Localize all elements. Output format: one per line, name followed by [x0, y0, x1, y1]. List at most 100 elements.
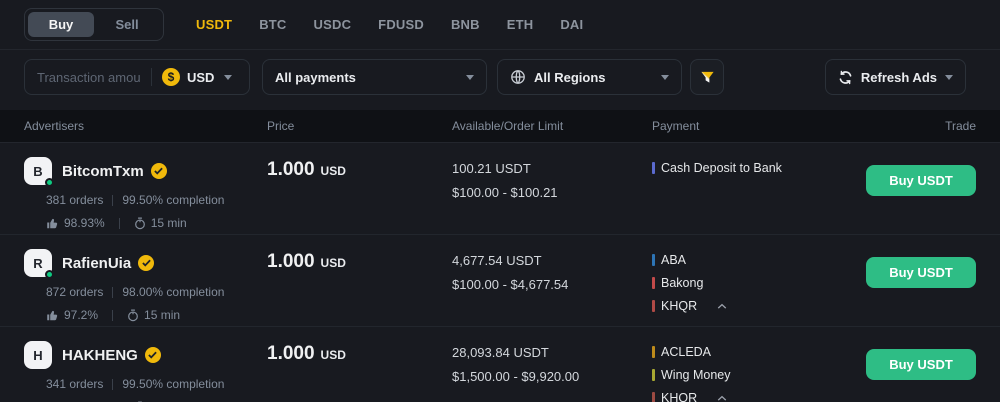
payment-color-bar: [652, 369, 655, 381]
payment-label: Wing Money: [661, 368, 731, 382]
all-regions-dropdown[interactable]: All Regions: [497, 59, 682, 95]
advertiser-name[interactable]: BitcomTxm: [62, 162, 144, 180]
tab-eth[interactable]: ETH: [506, 17, 534, 32]
table-row: R RafienUia 872 orders 98.00% completion…: [0, 235, 1000, 327]
payment-label: KHQR: [661, 299, 698, 313]
avatar[interactable]: R: [24, 249, 54, 279]
tab-bnb[interactable]: BNB: [450, 17, 480, 32]
completion-rate: 99.50% completion: [122, 377, 225, 391]
table-row: B BitcomTxm 381 orders 99.50% completion…: [0, 143, 1000, 235]
order-limit: $1,500.00 - $9,920.00: [452, 369, 580, 384]
transaction-amount-field: $ USD: [24, 59, 250, 95]
chevron-down-icon[interactable]: [224, 74, 233, 80]
trade-cell: Buy USDT: [866, 157, 976, 234]
buy-usdt-button[interactable]: Buy USDT: [866, 349, 976, 380]
all-regions-label: All Regions: [534, 69, 606, 85]
order-limit: $100.00 - $100.21: [452, 185, 558, 200]
divider: [118, 217, 120, 229]
buy-usdt-button[interactable]: Buy USDT: [866, 165, 976, 196]
transaction-amount-input[interactable]: [37, 69, 141, 85]
payment-color-bar: [652, 162, 655, 174]
chevron-down-icon: [661, 74, 669, 80]
online-indicator: [45, 178, 54, 187]
payment-color-bar: [652, 254, 655, 266]
top-bar: Buy Sell USDT BTC USDC FDUSD BNB ETH DAI: [0, 0, 1000, 50]
advertiser-cell: R RafienUia 872 orders 98.00% completion…: [24, 249, 267, 326]
tab-usdt[interactable]: USDT: [196, 17, 233, 32]
price-currency: USD: [320, 256, 346, 270]
buy-usdt-button[interactable]: Buy USDT: [866, 257, 976, 288]
trade-cell: Buy USDT: [866, 249, 976, 326]
price-currency: USD: [320, 348, 346, 362]
advertiser-name[interactable]: HAKHENG: [62, 346, 138, 364]
header-trade: Trade: [945, 119, 976, 133]
avatar-letter: B: [33, 163, 43, 179]
order-count: 381 orders: [46, 193, 104, 207]
avatar[interactable]: B: [24, 157, 54, 187]
header-available-order-limit: Available/Order Limit: [452, 119, 564, 133]
release-time: 15 min: [144, 308, 181, 322]
refresh-ads-label: Refresh Ads: [860, 69, 937, 85]
sell-tab[interactable]: Sell: [115, 17, 139, 32]
payment-method: ACLEDA: [652, 345, 866, 359]
price-cell: 1.000 USD: [267, 341, 452, 402]
payment-color-bar: [652, 277, 655, 289]
available-amount: 28,093.84 USDT: [452, 345, 549, 360]
tab-dai[interactable]: DAI: [560, 17, 584, 32]
all-payments-dropdown[interactable]: All payments: [262, 59, 487, 95]
completion-rate: 99.50% completion: [122, 193, 225, 207]
payment-color-bar: [652, 392, 655, 402]
tab-btc[interactable]: BTC: [259, 17, 287, 32]
price-value: 1.000: [267, 343, 315, 364]
table-header: Advertisers Price Available/Order Limit …: [0, 110, 1000, 143]
online-indicator: [45, 270, 54, 279]
advertiser-name[interactable]: RafienUia: [62, 254, 132, 272]
payment-label: ABA: [661, 253, 687, 267]
avatar[interactable]: H: [24, 341, 52, 369]
verified-badge-icon: [150, 163, 167, 179]
payment-method: Wing Money: [652, 368, 866, 382]
available-cell: 28,093.84 USDT $1,500.00 - $9,920.00: [452, 341, 652, 402]
tab-fdusd[interactable]: FDUSD: [378, 17, 424, 32]
price-cell: 1.000 USD: [267, 157, 452, 234]
header-advertisers: Advertisers: [24, 119, 85, 133]
order-count: 341 orders: [46, 377, 104, 391]
divider: [112, 194, 114, 206]
payment-cell: ABA Bakong KHQR: [652, 249, 866, 326]
advanced-filter-button[interactable]: [690, 59, 724, 95]
globe-icon: [510, 69, 526, 85]
clock-icon: [127, 308, 139, 322]
fiat-selector-label: USD: [187, 69, 215, 85]
price-value: 1.000: [267, 251, 315, 272]
chevron-up-icon[interactable]: [717, 395, 727, 402]
filter-bar: $ USD All payments All Regions: [0, 52, 1000, 102]
tab-usdc[interactable]: USDC: [313, 17, 352, 32]
verified-badge-icon: [138, 255, 155, 271]
positive-rate: 97.2%: [64, 308, 99, 322]
buy-tab[interactable]: Buy: [28, 12, 94, 37]
payment-cell: ACLEDA Wing Money KHQR: [652, 341, 866, 402]
avatar-letter: H: [33, 347, 43, 363]
price-cell: 1.000 USD: [267, 249, 452, 326]
order-limit: $100.00 - $4,677.54: [452, 277, 569, 292]
crypto-tabs: USDT BTC USDC FDUSD BNB ETH DAI: [196, 17, 583, 32]
field-divider: [151, 68, 152, 86]
available-amount: 100.21 USDT: [452, 161, 531, 176]
price-currency: USD: [320, 164, 346, 178]
payment-cell: Cash Deposit to Bank: [652, 157, 866, 234]
avatar-letter: R: [33, 255, 43, 271]
available-amount: 4,677.54 USDT: [452, 253, 542, 268]
advertiser-cell: H HAKHENG 341 orders 99.50% completion 9…: [24, 341, 267, 402]
fiat-coin-icon: $: [162, 68, 180, 86]
thumbs-up-icon: [46, 309, 59, 322]
table-row: H HAKHENG 341 orders 99.50% completion 9…: [0, 327, 1000, 402]
payment-label: Cash Deposit to Bank: [661, 161, 782, 175]
refresh-ads-button[interactable]: Refresh Ads: [824, 59, 966, 95]
chevron-up-icon[interactable]: [717, 303, 727, 310]
order-count: 872 orders: [46, 285, 104, 299]
trade-cell: Buy USDT: [866, 341, 976, 402]
clock-icon: [134, 217, 146, 230]
verified-badge-icon: [144, 347, 161, 363]
all-payments-label: All payments: [275, 69, 356, 85]
